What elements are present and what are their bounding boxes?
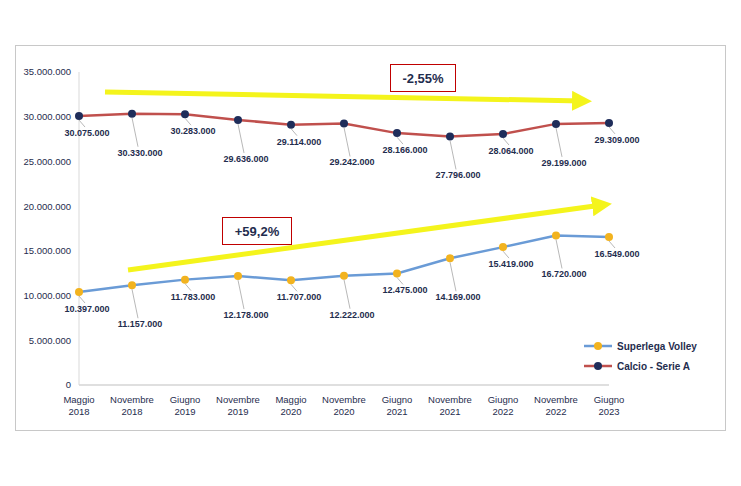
svg-text:10.000.000: 10.000.000 bbox=[23, 290, 71, 301]
html-text:Calcio - Serie A: Calcio - Serie A bbox=[617, 360, 690, 372]
svg-text:29.242.000: 29.242.000 bbox=[329, 157, 374, 167]
svg-text:30.000.000: 30.000.000 bbox=[23, 111, 71, 122]
svg-text:12.475.000: 12.475.000 bbox=[382, 285, 427, 295]
svg-text:29.199.000: 29.199.000 bbox=[541, 158, 586, 168]
svg-text:Maggio2020: Maggio2020 bbox=[275, 394, 306, 417]
svg-text:35.000.000: 35.000.000 bbox=[23, 66, 71, 77]
svg-text:11.157.000: 11.157.000 bbox=[118, 319, 163, 329]
svg-text:11.707.000: 11.707.000 bbox=[277, 292, 322, 302]
svg-text:5.000.000: 5.000.000 bbox=[29, 335, 71, 346]
svg-text:Giugno2022: Giugno2022 bbox=[488, 394, 519, 417]
svg-text:30.330.000: 30.330.000 bbox=[117, 148, 162, 158]
svg-text:11.783.000: 11.783.000 bbox=[171, 292, 216, 302]
svg-text:16.549.000: 16.549.000 bbox=[594, 249, 639, 259]
svg-text:Novembre2021: Novembre2021 bbox=[428, 394, 472, 417]
svg-text:15.419.000: 15.419.000 bbox=[488, 259, 533, 269]
svg-text:Novembre2022: Novembre2022 bbox=[534, 394, 578, 417]
svg-text:14.169.000: 14.169.000 bbox=[435, 292, 480, 302]
svg-text:30.075.000: 30.075.000 bbox=[64, 128, 109, 138]
svg-text:Giugno2023: Giugno2023 bbox=[594, 394, 625, 417]
svg-text:Novembre2019: Novembre2019 bbox=[216, 394, 260, 417]
svg-text:10.397.000: 10.397.000 bbox=[64, 304, 109, 314]
svg-text:0: 0 bbox=[66, 379, 71, 390]
svg-text:Novembre2018: Novembre2018 bbox=[110, 394, 154, 417]
svg-text:29.309.000: 29.309.000 bbox=[594, 135, 639, 145]
svg-text:Maggio2018: Maggio2018 bbox=[63, 394, 94, 417]
svg-text:27.796.000: 27.796.000 bbox=[435, 170, 480, 180]
svg-text:30.283.000: 30.283.000 bbox=[170, 126, 215, 136]
svg-text:15.000.000: 15.000.000 bbox=[23, 245, 71, 256]
svg-text:29.114.000: 29.114.000 bbox=[277, 137, 322, 147]
svg-text:29.636.000: 29.636.000 bbox=[223, 154, 268, 164]
svg-text:20.000.000: 20.000.000 bbox=[23, 201, 71, 212]
svg-text:28.166.000: 28.166.000 bbox=[382, 145, 427, 155]
svg-text:Giugno2019: Giugno2019 bbox=[170, 394, 201, 417]
html-text:-2,55%: -2,55% bbox=[402, 70, 444, 86]
svg-text:12.222.000: 12.222.000 bbox=[329, 310, 374, 320]
svg-text:28.064.000: 28.064.000 bbox=[488, 146, 533, 156]
svg-text:25.000.000: 25.000.000 bbox=[23, 156, 71, 167]
svg-text:Novembre2020: Novembre2020 bbox=[322, 394, 366, 417]
html-text:Superlega Volley: Superlega Volley bbox=[617, 340, 697, 352]
svg-text:Giugno2021: Giugno2021 bbox=[382, 394, 413, 417]
svg-text:16.720.000: 16.720.000 bbox=[541, 269, 586, 279]
html-text:+59,2%: +59,2% bbox=[234, 223, 280, 239]
svg-text:12.178.000: 12.178.000 bbox=[223, 310, 268, 320]
